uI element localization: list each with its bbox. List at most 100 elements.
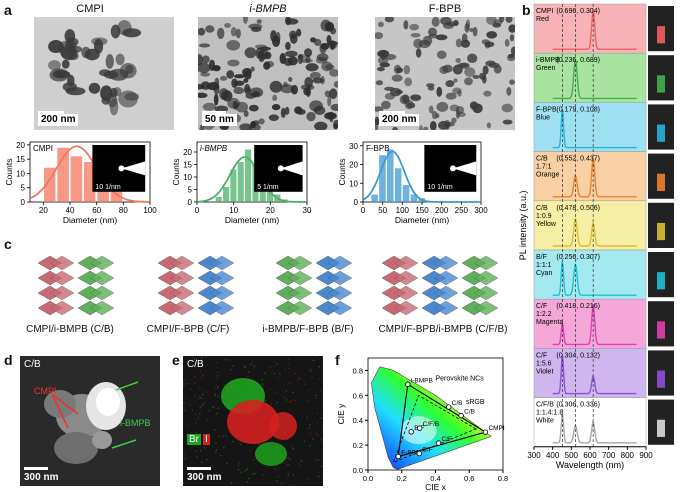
pl-xtick-label: 500 (565, 451, 579, 460)
panel-label-e: e (172, 352, 180, 368)
cie-point-label: C/F (442, 436, 453, 443)
diffraction-center (118, 165, 125, 172)
hist-ytick-label: 5 (188, 186, 193, 195)
hist-xtick-label: 0 (361, 206, 366, 215)
vial-glow (657, 75, 665, 93)
octahedron (327, 270, 353, 286)
hist-ytick-label: 0 (354, 198, 359, 207)
pl-spectrum-line (552, 58, 637, 100)
vial-glow (657, 321, 665, 339)
pl-spectrum-line (552, 156, 637, 198)
pl-row-coords: (0.236, 0.689) (556, 57, 600, 64)
pl-row-label: CMPI Red (536, 8, 554, 23)
vial-glow (657, 26, 665, 44)
pl-spectrum-line (552, 356, 637, 395)
hist-xlabel: Diameter (nm) (63, 215, 117, 225)
cie-point (395, 453, 401, 460)
hist-frame (196, 141, 308, 203)
diffraction-center (449, 165, 456, 172)
cie-xtick-label: 0.0 (363, 474, 373, 483)
octahedron (287, 255, 313, 271)
eds-legend-i: I (203, 434, 210, 445)
cie-xtick-label: 0.8 (498, 474, 508, 483)
pl-xtick-label: 300 (527, 451, 541, 460)
vial-glow (657, 272, 665, 290)
hist-fit-curve (29, 145, 150, 203)
hist-xtick-label: 60 (92, 206, 101, 215)
hist-ytick-label: 20 (183, 148, 192, 157)
octahedron (393, 300, 419, 316)
structure-label-bf: i-BMPB/F-BPB (B/F) (262, 324, 354, 335)
haadf-scale: 300 nm (24, 472, 59, 483)
octahedron (209, 300, 235, 316)
hist-xlabel: Diameter (nm) (225, 215, 279, 225)
hist-xtick-label: 250 (455, 206, 469, 215)
cie-ytick-label: 0.0 (353, 466, 363, 475)
hist-ytick-label: 0 (188, 198, 193, 207)
octahedron (433, 300, 459, 316)
pl-row-coords: (0.306, 0.336) (556, 402, 600, 409)
tem-scale-ibmpb: 50 nm (202, 114, 237, 126)
octahedron (89, 255, 115, 271)
pl-row-label: C/F 1:5.6 Violet (536, 352, 553, 375)
hist-ytick-label: 20 (16, 141, 25, 150)
pl-row-coords: (0.696, 0.304) (556, 8, 600, 15)
pl-xtick-label: 700 (602, 451, 616, 460)
octahedron (209, 270, 235, 286)
pl-row-label: i-BMPB Green (536, 57, 560, 72)
hist-xtick-label: 20 (266, 206, 275, 215)
octahedron (327, 300, 353, 316)
tem-image-cmpi: 200 nm (34, 17, 174, 130)
cie-xtick-label: 0.6 (464, 474, 474, 483)
structure-label-cb: CMPI/i-BMPB (C/B) (26, 324, 114, 335)
hist-ylabel: Counts (4, 159, 14, 186)
hist-ytick-label: 0 (21, 198, 26, 207)
hist-ytick-label: 10 (349, 179, 358, 188)
hist-ytick-label: 5 (21, 184, 26, 193)
panel-label-f: f (335, 352, 340, 368)
panel-label-d: d (4, 352, 13, 368)
cie-point-label: C/F/B (423, 421, 440, 428)
hist-ytick-label: 30 (349, 142, 358, 151)
cie-ytick-label: 0.2 (353, 441, 363, 450)
beam-stop (452, 161, 477, 176)
eds-corner-label: C/B (187, 359, 204, 370)
hist-xtick-label: 300 (474, 206, 488, 215)
vial-glow (657, 124, 665, 142)
vial-glow (657, 419, 665, 437)
tem-image-ibmpb: 50 nm (198, 17, 338, 130)
hist-bar (267, 192, 274, 202)
octahedron (473, 255, 499, 271)
hist-bar (379, 155, 386, 202)
cie-xtick-label: 0.4 (430, 474, 440, 483)
haadf-image: C/B CMPI i-BMPB 300 nm (20, 356, 160, 486)
tem-image-fbpb: 200 nm (375, 17, 515, 130)
hist-bar (237, 162, 244, 202)
octahedron (169, 255, 195, 271)
octahedron (393, 285, 419, 301)
hist-xtick-label: 100 (396, 206, 410, 215)
pl-row-bg (533, 52, 647, 103)
hist-bar (371, 194, 378, 202)
pl-row-bg (533, 249, 647, 300)
hist-ytick-label: 15 (16, 155, 25, 164)
eds-scale: 300 nm (187, 472, 222, 483)
pl-row-label: C/F/B 1:1.4:1.8 White (536, 402, 563, 425)
cie-chromaticity-chart: CMPIi-BMPBF-BPBC/BC/BB/FC/FC/FC/F/BPerov… (336, 357, 508, 492)
hist-bar (70, 156, 83, 202)
octahedron (89, 270, 115, 286)
hist-xtick-label: 40 (66, 206, 75, 215)
i-region (269, 412, 297, 440)
octahedron (49, 270, 75, 286)
pl-row-bg (533, 102, 647, 152)
cie-point (458, 412, 464, 419)
hist-ytick-label: 20 (349, 161, 358, 170)
hist-bar (402, 185, 410, 202)
pl-row-label: F-BPB Blue (536, 106, 557, 121)
cie-point-label: i-BMPB (411, 377, 433, 384)
beam-stop (280, 161, 303, 176)
cie-point (435, 440, 442, 446)
octahedron (169, 270, 195, 286)
octahedron (169, 300, 195, 316)
